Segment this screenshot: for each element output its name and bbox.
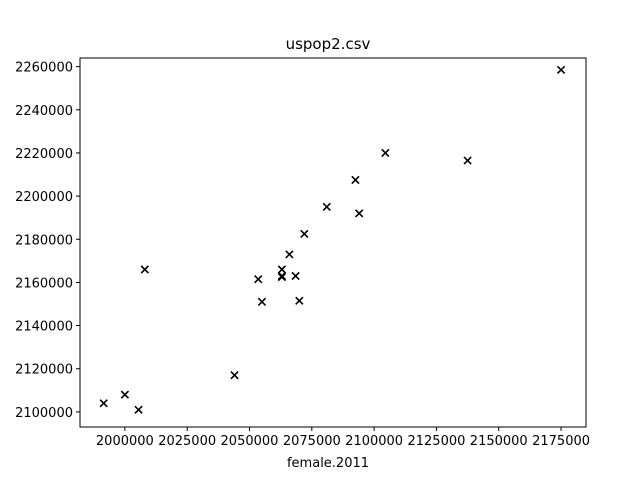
x-axis-ticks: 2000000 2025000 2050000 2075000 2100000 21250… — [96, 427, 590, 449]
data-point — [381, 148, 390, 158]
x-tick-label: 2125000 — [407, 434, 465, 449]
data-point — [295, 296, 304, 305]
y-tick-label: 2100000 — [15, 406, 73, 421]
x-tick-label: 2075000 — [283, 434, 341, 449]
data-point — [285, 250, 294, 259]
data-point — [277, 272, 287, 282]
y-tick-label: 2160000 — [15, 276, 73, 291]
x-tick-label: 2100000 — [345, 434, 403, 449]
data-point — [322, 202, 331, 212]
x-axis-label: female.2011 — [287, 456, 369, 471]
data-points — [99, 65, 566, 414]
x-tick-label: 2175000 — [532, 434, 590, 449]
plot-area-frame — [79, 57, 587, 428]
y-axis-ticks: 2100000 2120000 2140000 2160000 2180000 22000… — [15, 61, 80, 421]
y-tick-label: 2240000 — [15, 104, 73, 119]
y-tick-label: 2200000 — [15, 190, 73, 205]
data-point — [140, 265, 149, 274]
data-point — [351, 175, 360, 185]
data-point — [556, 65, 566, 75]
data-point — [463, 156, 472, 165]
data-point — [291, 271, 300, 281]
y-tick-label: 2140000 — [15, 320, 73, 335]
x-tick-label: 2050000 — [221, 434, 279, 449]
y-tick-label: 2220000 — [15, 147, 73, 162]
x-tick-label: 2025000 — [158, 434, 216, 449]
data-point — [257, 297, 267, 307]
y-tick-label: 2260000 — [15, 61, 73, 76]
data-point — [355, 209, 364, 218]
x-tick-label: 2000000 — [96, 434, 154, 449]
chart-title: uspop2.csv — [286, 35, 371, 53]
data-point — [230, 371, 239, 380]
x-tick-label: 2150000 — [470, 434, 528, 449]
y-tick-label: 2180000 — [15, 233, 73, 248]
data-point — [134, 405, 143, 414]
data-point — [120, 390, 130, 399]
data-point — [99, 399, 108, 408]
y-tick-label: 2120000 — [15, 363, 73, 378]
data-point — [277, 265, 287, 274]
data-point — [254, 275, 263, 284]
data-point — [300, 229, 309, 239]
